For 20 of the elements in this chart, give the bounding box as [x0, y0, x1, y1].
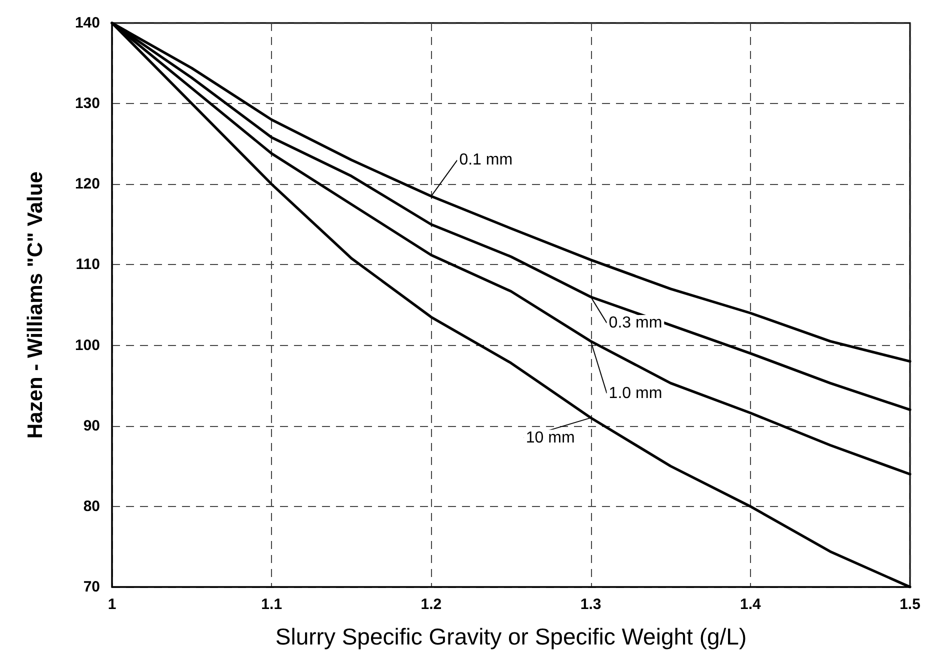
x-tick-label: 1.4 — [740, 596, 762, 613]
y-tick-label: 90 — [83, 417, 100, 434]
x-tick-label: 1.5 — [900, 596, 920, 613]
y-tick-label: 70 — [83, 578, 100, 596]
y-tick-label: 120 — [74, 176, 100, 193]
y-tick-label: 100 — [74, 336, 100, 354]
x-tick-label: 1.2 — [420, 596, 442, 613]
text: 0.1 mm — [459, 152, 513, 169]
x-tick-label: 1.1 — [261, 596, 282, 613]
x-tick-label: 1.3 — [580, 596, 602, 613]
y-axis-title: Hazen - Williams "C" Value — [24, 171, 47, 439]
x-tick-label: 1 — [108, 596, 116, 613]
series-label: 0.3 mm — [608, 314, 662, 332]
series-label: 1.0 mm — [608, 384, 662, 402]
y-tick-label: 110 — [76, 256, 100, 274]
y-tick-label: 80 — [83, 498, 100, 515]
x-axis-title: Slurry Specific Gravity or Specific Weight (g/L) — [275, 624, 747, 650]
y-tick-label: 130 — [74, 95, 100, 112]
series-label: 10 mm — [526, 429, 575, 446]
y-tick-label: 140 — [74, 14, 100, 32]
